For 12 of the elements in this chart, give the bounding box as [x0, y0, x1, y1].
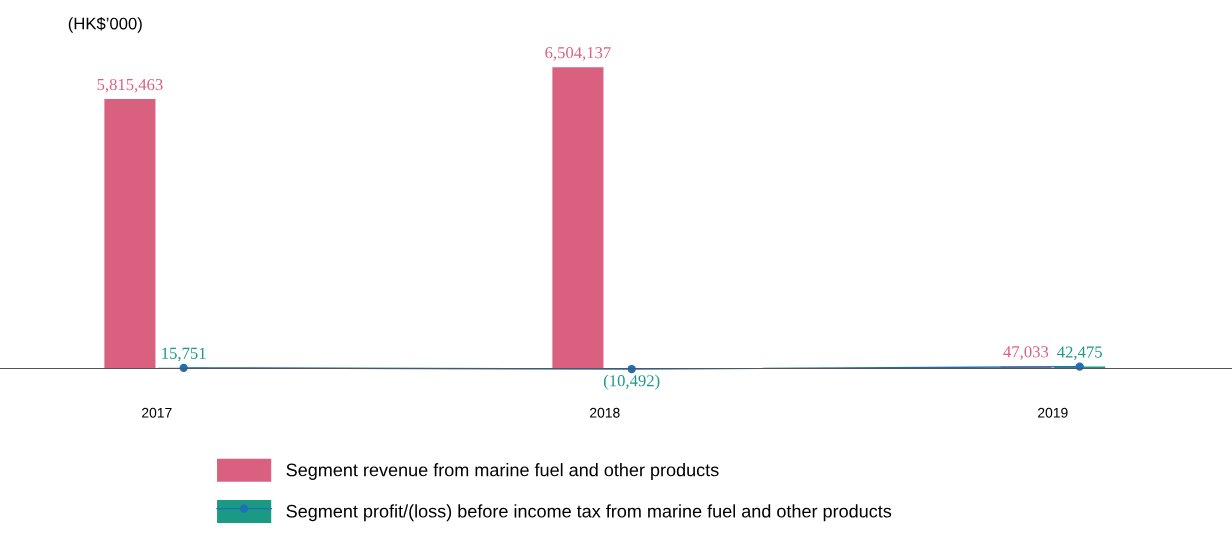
legend-label: Segment revenue from marine fuel and other products — [286, 463, 719, 480]
x-tick-label: 2019 — [1038, 407, 1068, 418]
data-label: (10,492) — [603, 374, 660, 390]
x-tick-label: 2017 — [142, 407, 172, 418]
data-label: 6,504,137 — [545, 47, 611, 61]
x-tick-label: 2018 — [590, 407, 620, 418]
data-label: 47,033 — [1003, 346, 1049, 360]
y-axis-title: (HK$’000) — [68, 16, 142, 33]
data-label: 5,815,463 — [97, 78, 163, 93]
legend-label: Segment profit/(loss) before income tax from marine fuel and other products — [286, 504, 892, 522]
data-label: 42,475 — [1057, 346, 1102, 361]
data-label: 15,751 — [162, 347, 206, 362]
